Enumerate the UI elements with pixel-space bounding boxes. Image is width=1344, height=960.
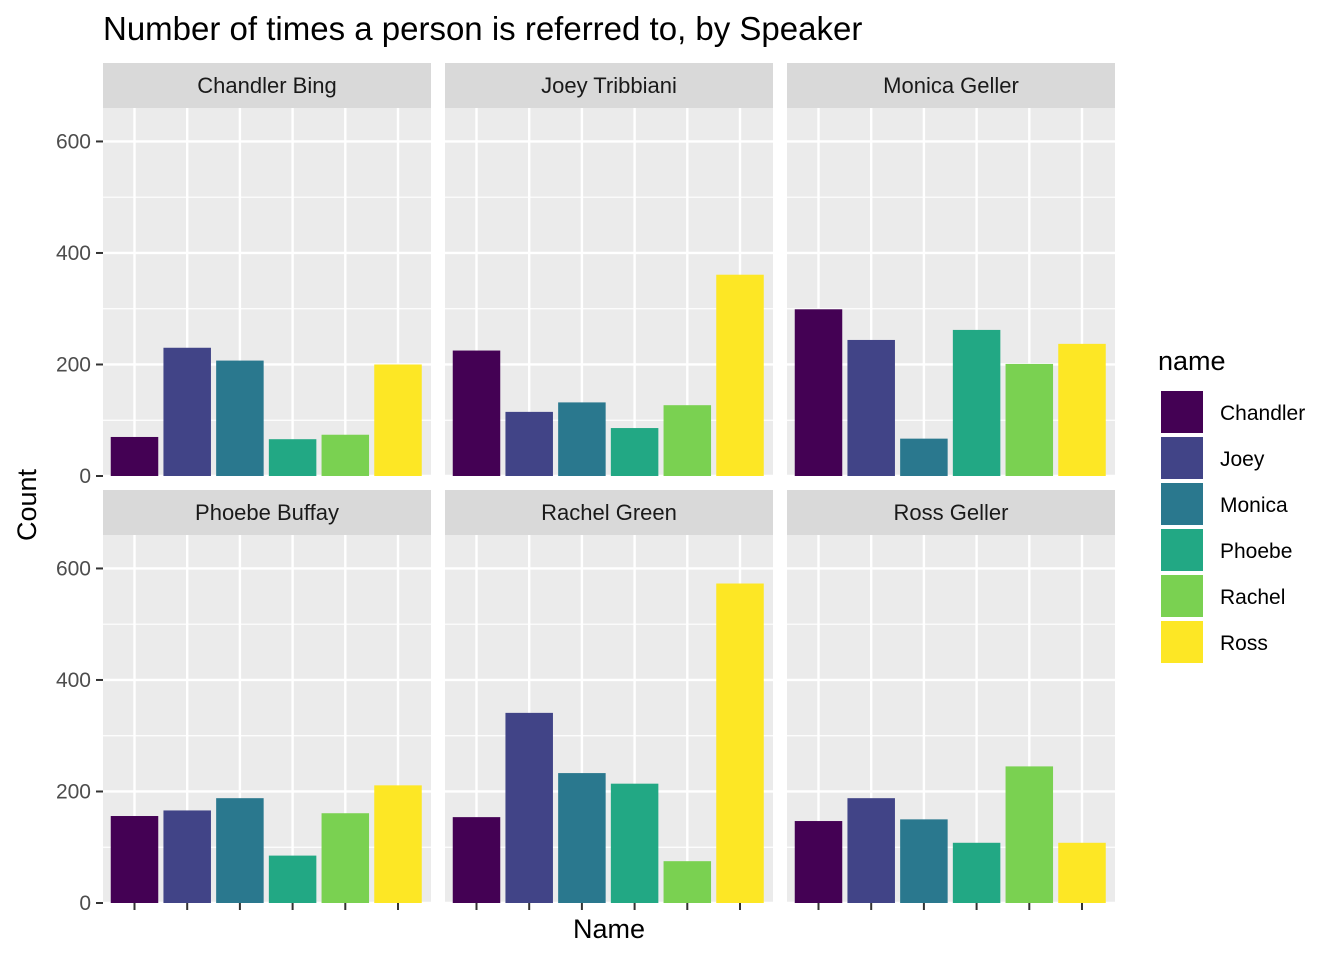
- legend-item: Ross: [1159, 619, 1268, 665]
- bar-chandler: [794, 821, 843, 903]
- facet-panel: Rachel Green: [445, 490, 773, 910]
- legend-label: Chandler: [1220, 402, 1305, 425]
- bar-ross: [1058, 343, 1106, 476]
- bar-joey: [505, 411, 553, 476]
- facet-strip-label: Monica Geller: [883, 73, 1019, 98]
- y-tick-label: 400: [56, 669, 91, 692]
- legend-swatch: [1161, 391, 1203, 433]
- facet-strip: [787, 490, 1115, 535]
- facet-panel: Phoebe Buffay 0 200 400 600: [56, 490, 431, 915]
- bar-monica: [900, 438, 948, 476]
- bar-monica: [558, 402, 606, 476]
- bar-chandler: [452, 350, 501, 476]
- legend-label: Ross: [1220, 632, 1268, 655]
- legend-item: Monica: [1159, 481, 1288, 527]
- bar-ross: [374, 785, 422, 903]
- bar-monica: [216, 360, 264, 476]
- legend-label: Monica: [1220, 494, 1288, 517]
- facet-strip: [103, 490, 431, 535]
- facet-strip: [103, 63, 431, 108]
- legend-title: name: [1158, 346, 1226, 376]
- facet-strip: [445, 63, 773, 108]
- bar-joey: [163, 347, 211, 476]
- bar-rachel: [321, 434, 370, 476]
- bar-monica: [900, 819, 948, 903]
- chart-title: Number of times a person is referred to,…: [103, 10, 862, 47]
- facet-strip-label: Joey Tribbiani: [541, 73, 677, 98]
- x-axis-title: Name: [573, 914, 645, 944]
- y-tick-label: 200: [56, 780, 91, 803]
- bar-ross: [716, 583, 764, 903]
- facet-strip: [787, 63, 1115, 108]
- legend-item: Joey: [1159, 435, 1265, 481]
- facet-strip-label: Phoebe Buffay: [195, 500, 339, 525]
- bar-phoebe: [268, 439, 317, 476]
- bar-ross: [716, 274, 764, 476]
- bar-monica: [216, 798, 264, 903]
- bar-monica: [558, 773, 606, 903]
- y-tick-label: 200: [56, 353, 91, 376]
- bar-rachel: [1005, 766, 1054, 903]
- legend-item: Rachel: [1159, 573, 1285, 619]
- y-tick-label: 0: [79, 465, 91, 488]
- legend-swatch: [1161, 529, 1203, 571]
- facet-strip-label: Ross Geller: [894, 500, 1009, 525]
- bar-rachel: [663, 861, 712, 903]
- legend-label: Joey: [1220, 448, 1265, 471]
- facet-panels: Chandler Bing 0 200 400 600 Joey Tribbiani Mon…: [56, 63, 1115, 915]
- facet-panel: Monica Geller: [787, 63, 1115, 478]
- bar-joey: [847, 798, 895, 903]
- y-tick-label: 600: [56, 557, 91, 580]
- bar-joey: [505, 712, 553, 903]
- bar-rachel: [1005, 363, 1054, 476]
- bar-chandler: [110, 436, 159, 476]
- facet-panel: Ross Geller: [787, 490, 1115, 910]
- legend-swatch: [1161, 437, 1203, 479]
- bar-phoebe: [610, 428, 659, 476]
- legend-swatch: [1161, 575, 1203, 617]
- y-tick-label: 400: [56, 242, 91, 265]
- bar-joey: [847, 339, 895, 476]
- bar-chandler: [110, 816, 159, 903]
- y-tick-label: 0: [79, 892, 91, 915]
- bar-chandler: [452, 817, 501, 903]
- legend-label: Phoebe: [1220, 540, 1292, 563]
- bar-rachel: [663, 405, 712, 476]
- bar-phoebe: [610, 783, 659, 903]
- facet-panel: Chandler Bing 0 200 400 600: [56, 63, 431, 488]
- bar-phoebe: [952, 329, 1001, 476]
- bar-phoebe: [952, 842, 1001, 903]
- bar-joey: [163, 810, 211, 903]
- bar-rachel: [321, 813, 370, 903]
- legend: name Chandler Joey Monica Phoebe Rachel Ross: [1158, 346, 1305, 665]
- facet-strip-label: Rachel Green: [541, 500, 677, 525]
- facet-panel: Joey Tribbiani: [445, 63, 773, 478]
- bar-ross: [1058, 842, 1106, 903]
- bar-chandler: [794, 309, 843, 476]
- legend-swatch: [1161, 621, 1203, 663]
- legend-item: Chandler: [1159, 389, 1305, 435]
- facet-strip-label: Chandler Bing: [197, 73, 336, 98]
- y-axis-title: Count: [12, 468, 42, 541]
- legend-label: Rachel: [1220, 586, 1285, 609]
- bar-ross: [374, 364, 422, 476]
- legend-item: Phoebe: [1159, 527, 1292, 573]
- bar-phoebe: [268, 855, 317, 903]
- facet-strip: [445, 490, 773, 535]
- legend-swatch: [1161, 483, 1203, 525]
- y-tick-label: 600: [56, 130, 91, 153]
